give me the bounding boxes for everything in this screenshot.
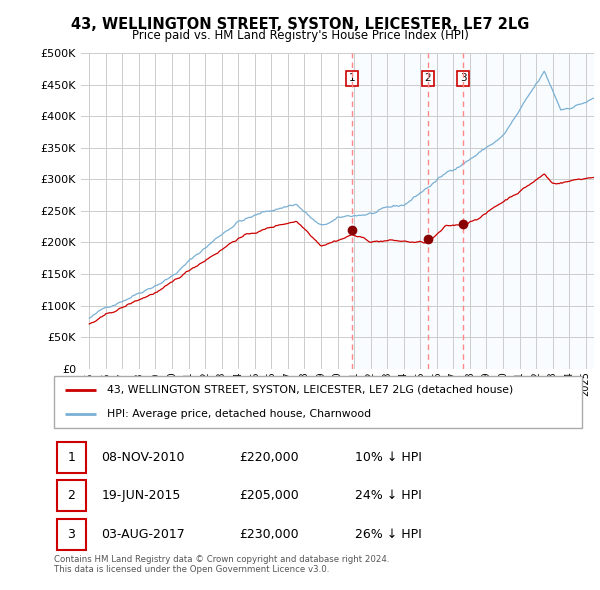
Text: 1: 1 [349,73,355,83]
Text: £230,000: £230,000 [239,529,298,542]
Text: 24% ↓ HPI: 24% ↓ HPI [355,489,422,502]
Text: 08-NOV-2010: 08-NOV-2010 [101,451,185,464]
Text: 43, WELLINGTON STREET, SYSTON, LEICESTER, LE7 2LG: 43, WELLINGTON STREET, SYSTON, LEICESTER… [71,17,529,31]
Text: Contains HM Land Registry data © Crown copyright and database right 2024.
This d: Contains HM Land Registry data © Crown c… [54,555,389,574]
Text: 10% ↓ HPI: 10% ↓ HPI [355,451,422,464]
Text: £205,000: £205,000 [239,489,299,502]
Text: 3: 3 [460,73,466,83]
Text: HPI: Average price, detached house, Charnwood: HPI: Average price, detached house, Char… [107,409,371,419]
Text: 43, WELLINGTON STREET, SYSTON, LEICESTER, LE7 2LG (detached house): 43, WELLINGTON STREET, SYSTON, LEICESTER… [107,385,513,395]
Text: 26% ↓ HPI: 26% ↓ HPI [355,529,422,542]
Bar [352,53,594,369]
Text: 19-JUN-2015: 19-JUN-2015 [101,489,181,502]
Text: 3: 3 [67,529,75,542]
Bar [56,519,86,550]
Text: 1: 1 [67,451,75,464]
Text: 03-AUG-2017: 03-AUG-2017 [101,529,185,542]
Bar [56,480,86,512]
Text: Price paid vs. HM Land Registry's House Price Index (HPI): Price paid vs. HM Land Registry's House … [131,30,469,42]
Bar [56,442,86,473]
Text: 2: 2 [425,73,431,83]
Text: £220,000: £220,000 [239,451,298,464]
Text: 2: 2 [67,489,75,502]
